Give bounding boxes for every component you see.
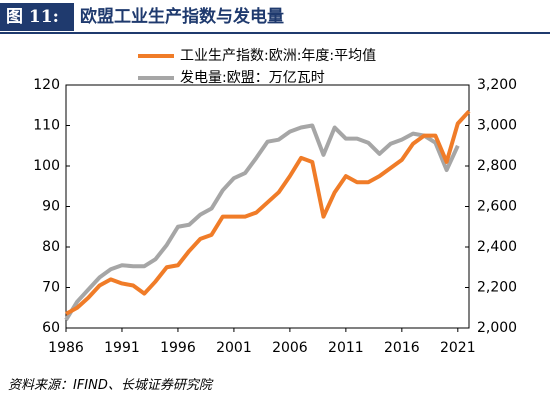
x-tick-label: 2006 xyxy=(272,340,308,356)
y2-tick-label: 3,000 xyxy=(477,118,517,134)
header-bar: 图 11: 欧盟工业生产指数与发电量 xyxy=(0,0,550,34)
y2-tick-label: 3,200 xyxy=(477,77,517,93)
y-tick-label: 110 xyxy=(33,118,60,134)
y-tick-label: 60 xyxy=(42,320,60,336)
figure-title: 欧盟工业生产指数与发电量 xyxy=(80,7,284,27)
x-tick-label: 1986 xyxy=(48,340,84,356)
series-line xyxy=(64,123,460,321)
series-line xyxy=(65,109,471,316)
legend-label: 工业生产指数:欧洲:年度:平均值 xyxy=(180,48,376,64)
y-tick-label: 120 xyxy=(33,77,60,93)
figure-label: 图 11: xyxy=(0,3,74,31)
x-tick-label: 2001 xyxy=(216,340,252,356)
chart: 60 70 80 90 100 110 120 2,000 2,200 2,400 2,600 2,8… xyxy=(33,48,517,356)
x-tick-label: 2021 xyxy=(440,340,476,356)
y2-tick-label: 2,600 xyxy=(477,199,517,215)
y2-tick-label: 2,200 xyxy=(477,280,517,296)
y-tick-label: 90 xyxy=(42,199,60,215)
source: 资料来源：IFIND、长城证券研究院 xyxy=(8,378,212,393)
y2-tick-label: 2,400 xyxy=(477,239,517,255)
x-tick-label: 1996 xyxy=(160,340,196,356)
y-tick-label: 70 xyxy=(42,280,60,296)
y-tick-label: 100 xyxy=(33,158,60,174)
x-tick-label: 2016 xyxy=(384,340,420,356)
y-tick-label: 80 xyxy=(42,239,60,255)
y2-tick-label: 2,800 xyxy=(477,158,517,174)
y2-tick-label: 2,000 xyxy=(477,320,517,336)
plot-frame xyxy=(65,84,470,329)
x-tick-label: 1991 xyxy=(104,340,140,356)
legend-label: 发电量:欧盟：万亿瓦时 xyxy=(180,70,325,86)
x-tick-label: 2011 xyxy=(328,340,364,356)
